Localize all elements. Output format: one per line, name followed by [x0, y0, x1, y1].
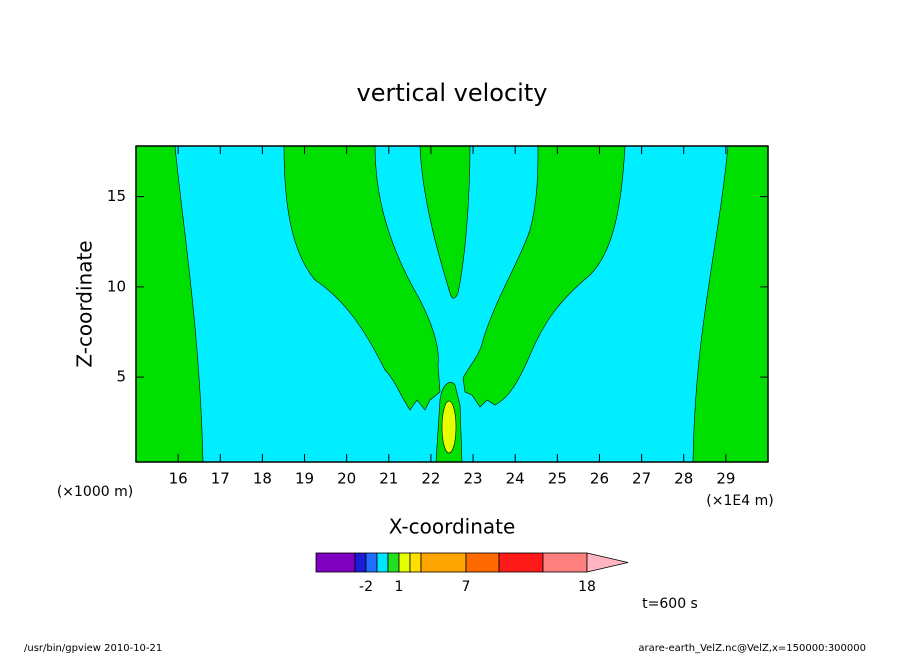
colorbar-box [409, 552, 422, 573]
colorbar-box [398, 552, 411, 573]
region-positive [283, 145, 441, 411]
x-tick-label: 24 [506, 470, 525, 488]
contour-field [136, 145, 768, 463]
colorbar-box [387, 552, 400, 573]
plot-frame [135, 145, 769, 463]
x-tick-label: 16 [169, 470, 188, 488]
x-tick-label: 18 [253, 470, 272, 488]
region-peak [441, 400, 457, 454]
annotation: t=600 s [642, 596, 698, 612]
y-unit: (×1000 m) [57, 484, 133, 500]
x-tick-label: 25 [548, 470, 567, 488]
colorbar-box [376, 552, 389, 573]
x-tick-label: 20 [337, 470, 356, 488]
region-positive [462, 145, 626, 408]
x-tick-label: 28 [674, 470, 693, 488]
region-positive [419, 145, 471, 299]
x-tick-label: 21 [379, 470, 398, 488]
x-tick-label: 17 [211, 470, 230, 488]
x-tick-label: 23 [464, 470, 483, 488]
x-unit: (×1E4 m) [706, 493, 773, 509]
colorbar-tick-label: 18 [578, 579, 596, 595]
y-axis-title: Z-coordinate [73, 240, 97, 367]
x-axis-title: X-coordinate [389, 515, 516, 539]
colorbar-box [420, 552, 467, 573]
x-tick-label: 29 [716, 470, 735, 488]
x-tick-label: 26 [590, 470, 609, 488]
y-tick-label: 15 [107, 187, 126, 205]
colorbar-box [354, 552, 367, 573]
x-tick-label: 19 [295, 470, 314, 488]
footer-right: arare-earth_VelZ.nc@VelZ,x=150000:300000 [638, 643, 866, 654]
colorbar-box [542, 552, 588, 573]
colorbar-box [498, 552, 544, 573]
x-tick-label: 22 [421, 470, 440, 488]
colorbar-tick-label: -2 [359, 579, 373, 595]
colorbar-arrow [586, 552, 629, 573]
contour-line [174, 145, 729, 463]
colorbar-box [315, 552, 356, 573]
x-tick-label: 27 [632, 470, 651, 488]
chart-title: vertical velocity [357, 79, 548, 107]
colorbar-tick-label: 7 [462, 579, 471, 595]
footer-left: /usr/bin/gpview 2010-10-21 [24, 643, 162, 654]
colorbar-box [365, 552, 378, 573]
colorbar-tick-label: 1 [395, 579, 404, 595]
y-tick-label: 5 [116, 368, 126, 386]
y-tick-label: 10 [107, 277, 126, 295]
colorbar-box [465, 552, 500, 573]
